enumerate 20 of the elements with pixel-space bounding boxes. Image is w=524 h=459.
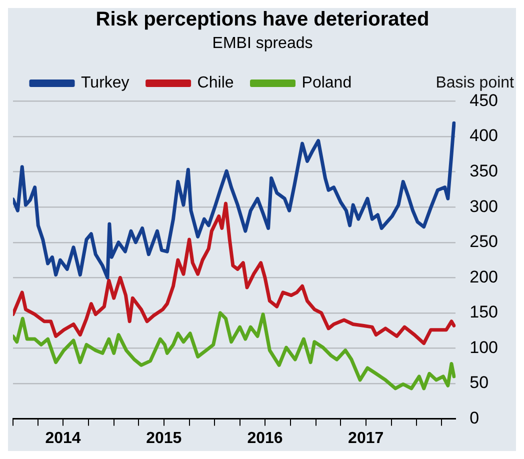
y-tick-label: 0 — [470, 408, 480, 428]
legend-label: Chile — [197, 74, 234, 92]
x-tick-label: 2017 — [348, 430, 384, 447]
y-tick-label: 100 — [470, 338, 498, 357]
y-tick-label: 400 — [470, 126, 498, 146]
y-tick-label: 450 — [470, 90, 498, 110]
x-tick-label: 2015 — [146, 430, 182, 447]
x-tick-label: 2016 — [247, 430, 283, 447]
y-tick-label: 50 — [470, 373, 489, 392]
y-tick-label: 300 — [470, 196, 498, 216]
legend-label: Poland — [302, 74, 352, 92]
y-tick-label: 200 — [470, 267, 498, 286]
y-axis-title: Basis point — [436, 74, 515, 92]
y-tick-label: 250 — [470, 232, 498, 252]
x-tick-label: 2014 — [45, 430, 81, 447]
chart-subtitle: EMBI spreads — [212, 35, 313, 52]
chart-title: Risk perceptions have deteriorated — [96, 8, 430, 31]
legend-label: Turkey — [81, 74, 130, 92]
y-tick-label: 150 — [470, 302, 498, 322]
y-tick-label: 350 — [470, 161, 498, 180]
